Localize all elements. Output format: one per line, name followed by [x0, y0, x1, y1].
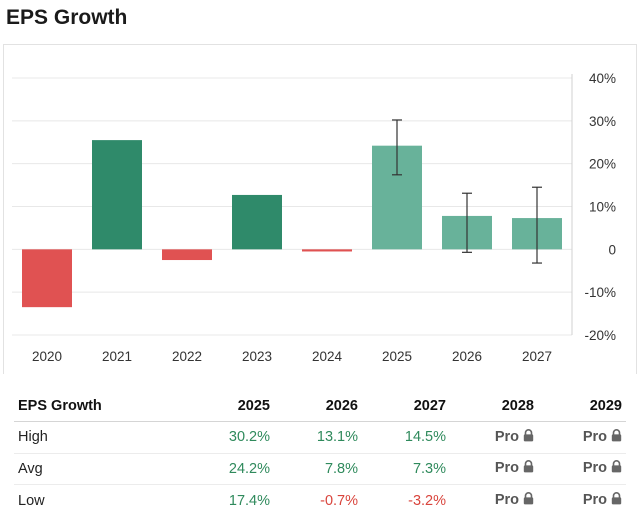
y-tick-label: 20%	[589, 157, 616, 172]
y-tick-label: 10%	[589, 200, 616, 215]
bar-2021	[92, 140, 142, 250]
table-header-year: 2028	[450, 390, 538, 422]
table-cell: 7.8%	[274, 453, 362, 485]
table-header-label: EPS Growth	[14, 390, 186, 422]
y-tick-label: 30%	[589, 114, 616, 129]
y-tick-label: -10%	[584, 285, 616, 300]
table-cell: -0.7%	[320, 492, 358, 509]
pro-locked-cell[interactable]: Pro	[450, 485, 538, 517]
table-row-avg: Avg 24.2% 7.8% 7.3% Pro Pro	[14, 453, 626, 485]
lock-icon	[523, 428, 534, 446]
lock-icon	[523, 492, 534, 509]
eps-estimates-table: EPS Growth 2025 2026 2027 2028 2029 High…	[14, 390, 626, 516]
x-tick-label: 2020	[32, 349, 62, 364]
table-header-row: EPS Growth 2025 2026 2027 2028 2029	[14, 390, 626, 422]
lock-icon	[611, 492, 622, 509]
table-cell: 7.3%	[362, 453, 450, 485]
x-tick-label: 2021	[102, 349, 132, 364]
table-cell: 14.5%	[362, 421, 450, 454]
row-label: High	[14, 421, 186, 454]
x-tick-label: 2024	[312, 349, 343, 364]
y-tick-label: 0	[608, 242, 616, 257]
y-tick-label: -20%	[584, 328, 616, 343]
table-cell: 24.2%	[186, 453, 274, 485]
pro-locked-cell[interactable]: Pro	[538, 421, 626, 454]
x-tick-label: 2023	[242, 349, 272, 364]
pro-locked-cell[interactable]: Pro	[450, 421, 538, 454]
table-header-year: 2026	[274, 390, 362, 422]
table-header-year: 2025	[186, 390, 274, 422]
table-header-year: 2027	[362, 390, 450, 422]
pro-locked-cell[interactable]: Pro	[538, 453, 626, 485]
table-cell: 30.2%	[186, 421, 274, 454]
bar-2024	[302, 249, 352, 252]
table-header-year: 2029	[538, 390, 626, 422]
row-label: Avg	[14, 453, 186, 485]
eps-growth-chart: 40% 30% 20% 10% 0 -10% -20% 2020 2021 2022 2023 202…	[3, 44, 637, 374]
table-cell: -3.2%	[408, 492, 446, 509]
pro-locked-cell[interactable]: Pro	[450, 453, 538, 485]
bar-2023	[232, 194, 282, 250]
bar-2020	[22, 249, 72, 308]
row-label: Low	[18, 492, 45, 509]
x-tick-label: 2026	[452, 349, 482, 364]
table-cell: 13.1%	[274, 421, 362, 454]
x-tick-label: 2022	[172, 349, 202, 364]
pro-locked-cell[interactable]: Pro	[538, 485, 626, 517]
lock-icon	[611, 428, 622, 446]
table-row-low: Low 17.4% -0.7% -3.2% Pro Pro	[14, 485, 626, 517]
lock-icon	[611, 460, 622, 477]
chart-canvas: 40% 30% 20% 10% 0 -10% -20% 2020 2021 2022 2023 202…	[12, 71, 616, 364]
lock-icon	[523, 460, 534, 477]
bar-2022	[162, 249, 212, 261]
page-title: EPS Growth	[6, 6, 128, 29]
x-tick-label: 2025	[382, 349, 412, 364]
x-tick-label: 2027	[522, 349, 552, 364]
table-cell: 17.4%	[228, 492, 270, 509]
y-tick-label: 40%	[589, 71, 616, 86]
table-row-high: High 30.2% 13.1% 14.5% Pro Pro	[14, 421, 626, 454]
